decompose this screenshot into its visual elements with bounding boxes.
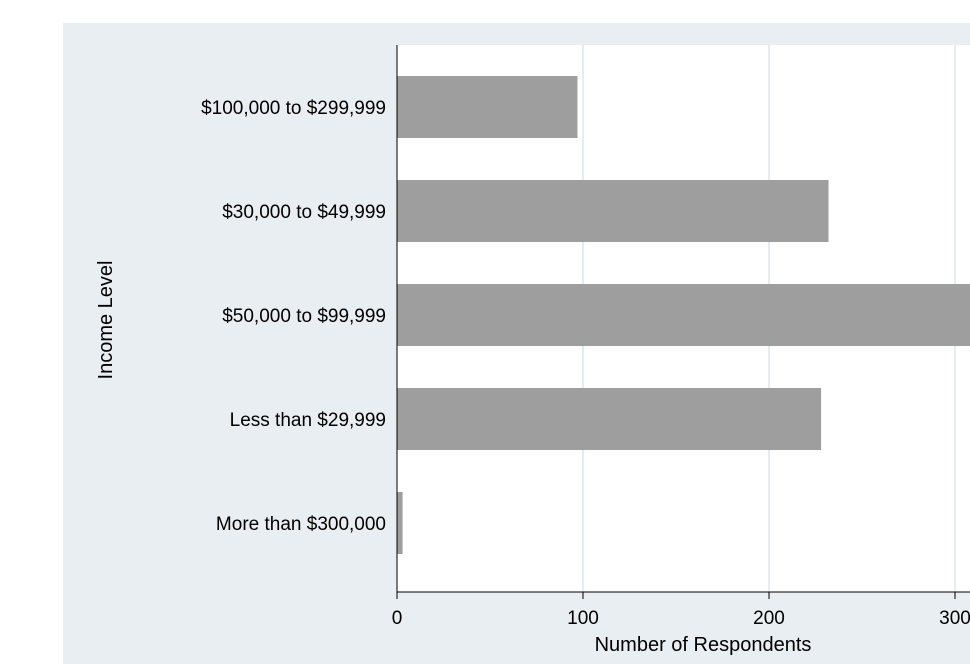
bar (397, 492, 403, 554)
x-tick-label: 200 (753, 608, 785, 629)
x-tick-label: 0 (392, 608, 403, 629)
category-label: More than $300,000 (216, 514, 386, 535)
category-labels: $100,000 to $299,999 $30,000 to $49,999 $5… (201, 98, 386, 535)
bar (397, 76, 578, 138)
bar (397, 284, 970, 346)
category-label: $50,000 to $99,999 (222, 306, 386, 327)
x-tick-label: 100 (567, 608, 599, 629)
x-axis-ticks: 0 100 200 300 (392, 592, 970, 629)
bar (397, 388, 822, 450)
x-axis-title: Number of Respondents (595, 634, 812, 656)
category-label: $30,000 to $49,999 (222, 202, 386, 223)
y-axis-title: Income Level (95, 261, 117, 380)
bar (397, 180, 829, 242)
category-label: $100,000 to $299,999 (201, 98, 386, 119)
x-tick-label: 300 (939, 608, 970, 629)
bars (397, 76, 970, 554)
category-label: Less than $29,999 (230, 410, 386, 431)
